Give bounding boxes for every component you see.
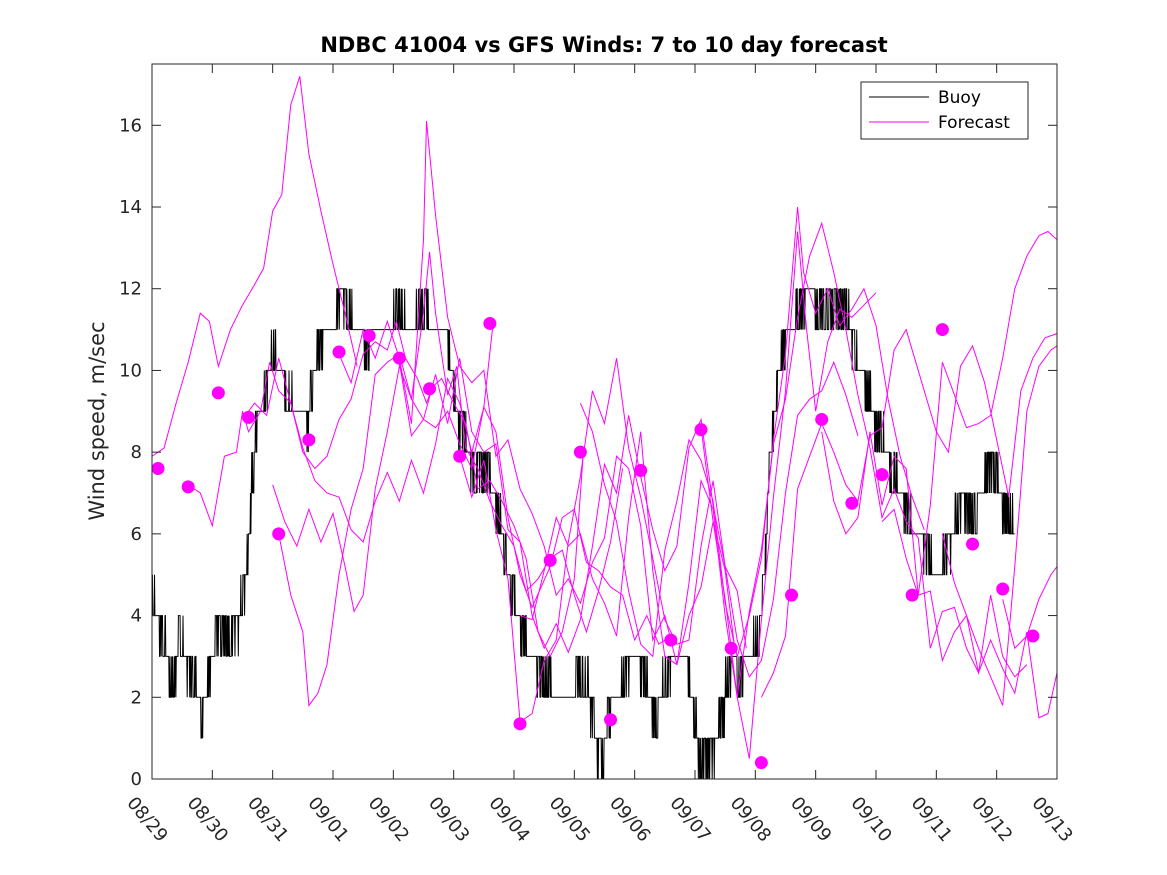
forecast-line-fc8 xyxy=(459,358,859,723)
forecast-marker xyxy=(1026,629,1040,643)
forecast-line-fc10 xyxy=(579,206,925,659)
y-tick-label: 16 xyxy=(119,115,142,136)
forecast-marker xyxy=(966,537,980,551)
legend-box xyxy=(860,81,1029,140)
forecast-line-fc2 xyxy=(187,325,494,543)
x-tick-label: 09/06 xyxy=(605,793,654,846)
y-tick-label: 6 xyxy=(131,524,142,545)
forecast-line-fc3 xyxy=(242,319,584,658)
x-tick-label: 08/30 xyxy=(183,793,232,846)
forecast-marker xyxy=(543,553,557,567)
buoy-line xyxy=(151,288,1015,780)
y-axis-ticks: 0 2 4 6 8 10 12 14 16 xyxy=(119,115,1057,790)
forecast-marker xyxy=(151,461,165,475)
forecast-marker xyxy=(573,445,587,459)
x-tick-label: 09/03 xyxy=(424,793,473,846)
y-tick-label: 0 xyxy=(131,769,142,790)
forecast-marker xyxy=(211,386,225,400)
forecast-marker xyxy=(362,329,376,343)
forecast-marker xyxy=(996,582,1010,596)
forecast-marker xyxy=(332,345,346,359)
y-tick-label: 10 xyxy=(119,360,142,381)
x-tick-label: 09/11 xyxy=(907,793,956,846)
forecast-marker xyxy=(815,412,829,426)
forecast-marker xyxy=(845,496,859,510)
legend-forecast-label: Forecast xyxy=(938,113,1010,133)
legend-buoy-label: Buoy xyxy=(938,88,981,108)
forecast-series-group xyxy=(151,76,1058,759)
forecast-marker xyxy=(785,588,799,602)
x-tick-label: 09/08 xyxy=(726,793,775,846)
x-tick-label: 09/01 xyxy=(303,793,352,846)
forecast-marker xyxy=(694,423,708,437)
x-tick-label: 09/10 xyxy=(846,793,895,846)
axes-frame xyxy=(151,63,1058,780)
y-tick-label: 8 xyxy=(131,442,142,463)
x-tick-label: 08/31 xyxy=(243,793,292,846)
forecast-marker xyxy=(754,756,768,770)
forecast-line-fc9 xyxy=(519,231,877,759)
forecast-line-fc4 xyxy=(272,251,624,634)
forecast-marker xyxy=(483,316,497,330)
x-tick-label: 08/29 xyxy=(122,793,171,846)
x-tick-label: 09/07 xyxy=(665,793,714,846)
forecast-marker xyxy=(453,449,467,463)
y-tick-label: 12 xyxy=(119,279,142,300)
y-axis-label: Wind speed, m/sec xyxy=(85,321,109,520)
chart-title: NDBC 41004 vs GFS Winds: 7 to 10 day for… xyxy=(320,33,887,57)
x-tick-label: 09/12 xyxy=(967,793,1016,846)
y-tick-label: 14 xyxy=(119,197,142,218)
y-tick-label: 4 xyxy=(131,606,142,627)
forecast-marker xyxy=(392,351,406,365)
forecast-marker xyxy=(634,464,648,478)
forecast-marker xyxy=(724,641,738,655)
x-tick-label: 09/05 xyxy=(545,793,594,846)
legend: Buoy Forecast xyxy=(860,81,1029,140)
forecast-marker xyxy=(604,713,618,727)
forecast-line-fc14 xyxy=(881,345,1058,706)
forecast-marker xyxy=(664,633,678,647)
buoy-series xyxy=(151,288,1015,780)
forecast-line-fc16 xyxy=(1002,566,1058,650)
forecast-markers xyxy=(151,316,1040,770)
forecast-line-fc12 xyxy=(760,328,1058,698)
forecast-marker xyxy=(513,717,527,731)
forecast-marker xyxy=(302,433,316,447)
x-tick-label: 09/02 xyxy=(364,793,413,846)
forecast-line-fc11 xyxy=(700,221,1028,698)
forecast-marker xyxy=(905,588,919,602)
forecast-marker xyxy=(181,480,195,494)
forecast-marker xyxy=(272,527,286,541)
forecast-marker xyxy=(423,382,437,396)
forecast-line-fc1 xyxy=(151,76,358,457)
forecast-line-fc15 xyxy=(941,533,1058,719)
forecast-marker xyxy=(875,468,889,482)
x-tick-label: 09/04 xyxy=(484,793,533,846)
forecast-line-fc6 xyxy=(338,121,735,665)
x-tick-label: 09/09 xyxy=(786,793,835,846)
x-tick-label: 09/13 xyxy=(1027,793,1076,846)
forecast-marker xyxy=(935,323,949,337)
forecast-marker xyxy=(242,410,256,424)
forecast-line-fc13 xyxy=(821,230,1058,596)
y-tick-label: 2 xyxy=(131,687,142,708)
